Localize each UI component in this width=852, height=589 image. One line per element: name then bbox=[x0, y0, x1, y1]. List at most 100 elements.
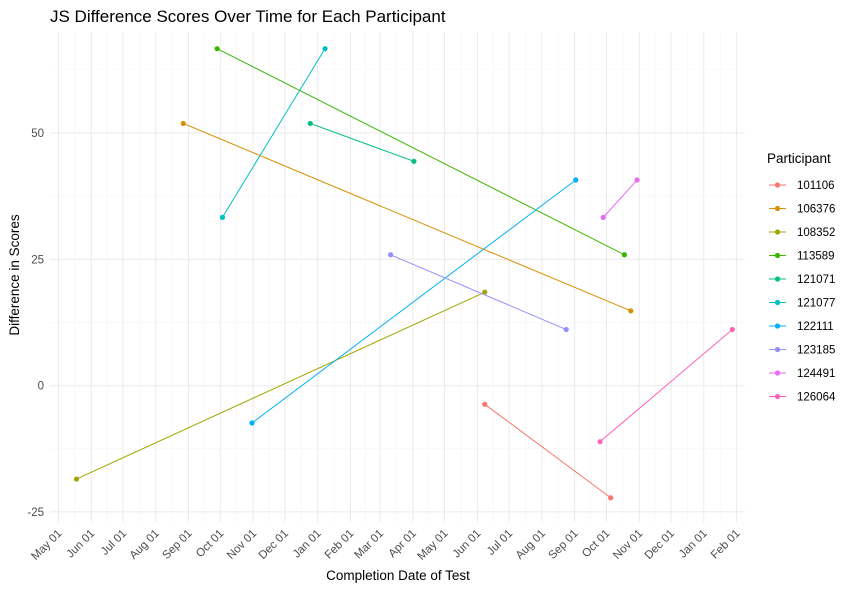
legend: Participant 101106 106376 108352 113589 1210… bbox=[767, 151, 836, 404]
legend-item-126064: 126064 bbox=[769, 392, 836, 404]
x-tick-label: Apr 01 bbox=[387, 528, 419, 560]
legend-label: 101106 bbox=[797, 180, 835, 192]
legend-key-point bbox=[774, 393, 781, 400]
series-106376 bbox=[180, 120, 634, 314]
legend-label: 124491 bbox=[797, 368, 835, 380]
data-point bbox=[482, 289, 488, 295]
series-126064 bbox=[597, 326, 735, 445]
x-tick-label: Nov 01 bbox=[225, 528, 259, 562]
x-tick-label: Aug 01 bbox=[128, 528, 162, 562]
x-tick-label: Feb 01 bbox=[709, 528, 743, 562]
series-113589 bbox=[214, 46, 628, 258]
series-line bbox=[390, 254, 567, 330]
data-point bbox=[573, 177, 579, 183]
y-tick-label: 0 bbox=[38, 381, 44, 393]
legend-item-123185: 123185 bbox=[769, 345, 835, 357]
legend-label: 122111 bbox=[797, 321, 834, 333]
legend-item-101106: 101106 bbox=[769, 180, 835, 192]
legend-key-point bbox=[774, 370, 781, 376]
legend-label: 121077 bbox=[797, 298, 835, 310]
legend-label: 106376 bbox=[797, 204, 835, 216]
data-point bbox=[729, 326, 735, 333]
data-point bbox=[307, 120, 313, 127]
x-tick-label: Jul 01 bbox=[99, 528, 129, 558]
x-tick-label: Mar 01 bbox=[352, 528, 386, 562]
y-tick-label: 25 bbox=[31, 254, 44, 266]
series-line bbox=[222, 48, 326, 218]
series-121071 bbox=[307, 120, 417, 164]
series-121077 bbox=[219, 46, 328, 220]
data-point bbox=[180, 120, 186, 127]
series-122111 bbox=[249, 177, 579, 426]
x-tick-label: Jan 01 bbox=[291, 528, 324, 561]
series-line bbox=[216, 48, 625, 256]
series-layer bbox=[73, 46, 735, 501]
legend-item-122111: 122111 bbox=[769, 321, 834, 333]
legend-key-point bbox=[774, 229, 781, 235]
data-point bbox=[608, 495, 614, 501]
data-point bbox=[597, 439, 603, 445]
x-tick-label: Feb 01 bbox=[323, 528, 357, 562]
legend-label: 126064 bbox=[797, 392, 836, 404]
chart-title: JS Difference Scores Over Time for Each … bbox=[50, 7, 446, 26]
x-tick-label: Oct 01 bbox=[580, 528, 612, 560]
y-tick-label: -25 bbox=[27, 507, 44, 519]
data-point bbox=[634, 177, 640, 183]
legend-key-point bbox=[774, 276, 781, 282]
legend-item-108352: 108352 bbox=[769, 227, 835, 239]
data-point bbox=[322, 46, 328, 52]
x-axis-title: Completion Date of Test bbox=[326, 568, 470, 583]
series-line bbox=[602, 179, 638, 218]
legend-item-124491: 124491 bbox=[769, 368, 835, 380]
legend-label: 121071 bbox=[797, 274, 835, 286]
x-tick-label: Dec 01 bbox=[643, 528, 677, 562]
legend-key-point bbox=[774, 323, 781, 329]
series-108352 bbox=[73, 289, 488, 482]
legend-label: 108352 bbox=[797, 227, 835, 239]
x-tick-label: Jul 01 bbox=[485, 528, 515, 558]
series-line bbox=[599, 329, 733, 443]
legend-item-113589: 113589 bbox=[769, 251, 835, 263]
x-tick-label: Sep 01 bbox=[160, 528, 194, 562]
legend-title: Participant bbox=[767, 151, 831, 166]
x-tick-label: Jun 01 bbox=[451, 528, 484, 561]
data-point bbox=[482, 401, 488, 407]
x-tick-label: Aug 01 bbox=[514, 528, 548, 562]
data-point bbox=[563, 326, 569, 333]
legend-item-121071: 121071 bbox=[769, 274, 835, 286]
data-point bbox=[411, 158, 417, 164]
y-axis-title: Difference in Scores bbox=[7, 214, 22, 336]
data-point bbox=[214, 46, 220, 52]
data-point bbox=[621, 252, 628, 258]
legend-item-106376: 106376 bbox=[769, 204, 835, 216]
data-point bbox=[219, 214, 226, 220]
x-tick-label: Nov 01 bbox=[611, 528, 645, 562]
data-point bbox=[249, 420, 255, 426]
x-tick-label: Dec 01 bbox=[257, 528, 291, 562]
series-line bbox=[484, 403, 611, 499]
x-tick-label: May 01 bbox=[29, 528, 64, 563]
y-axis-ticks: -25 0 25 50 bbox=[27, 128, 44, 519]
legend-label: 123185 bbox=[797, 345, 835, 357]
data-point bbox=[388, 252, 394, 258]
series-line bbox=[251, 179, 577, 424]
legend-key-point bbox=[774, 182, 781, 188]
x-tick-label: Jan 01 bbox=[677, 528, 710, 561]
legend-key-point bbox=[774, 299, 781, 306]
data-point bbox=[600, 214, 606, 220]
grid bbox=[50, 32, 745, 522]
legend-key-point bbox=[774, 252, 781, 259]
legend-item-121077: 121077 bbox=[769, 298, 835, 310]
x-tick-label: Oct 01 bbox=[194, 528, 226, 560]
series-line bbox=[183, 122, 631, 312]
legend-key-point bbox=[774, 205, 781, 212]
series-line bbox=[76, 291, 485, 480]
x-tick-label: May 01 bbox=[416, 528, 451, 563]
data-point bbox=[628, 308, 634, 314]
y-tick-label: 50 bbox=[31, 128, 44, 140]
legend-label: 113589 bbox=[797, 251, 835, 263]
series-123185 bbox=[388, 252, 569, 333]
legend-key-point bbox=[774, 346, 781, 353]
